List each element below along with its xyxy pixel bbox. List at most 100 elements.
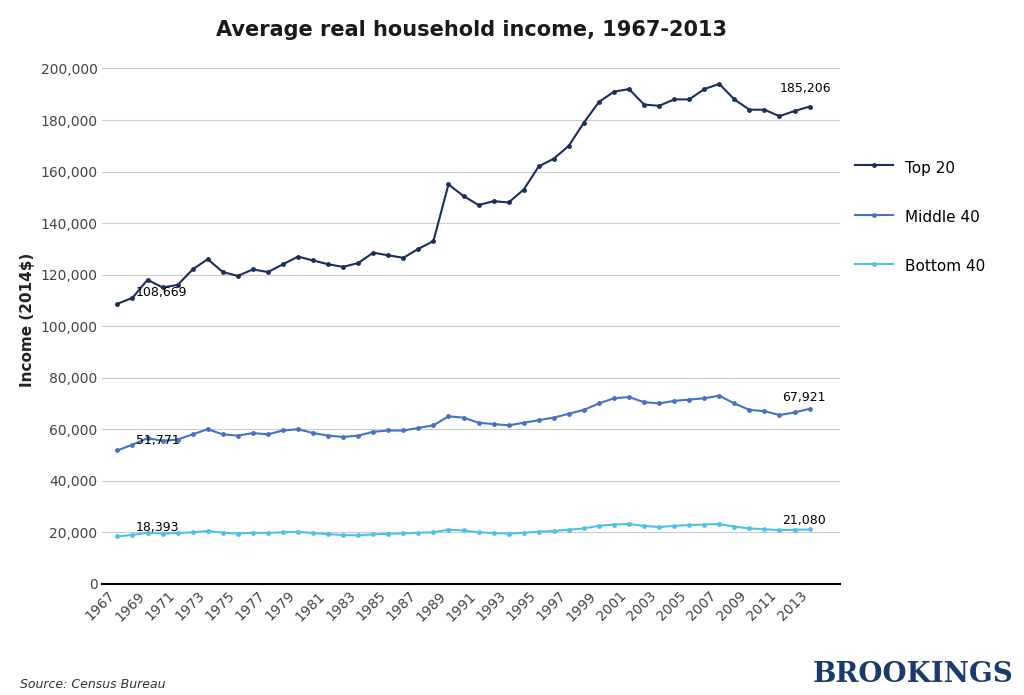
Middle 40 bbox=[578, 406, 590, 414]
Middle 40 bbox=[352, 432, 365, 440]
Middle 40 bbox=[367, 427, 379, 436]
Text: 185,206: 185,206 bbox=[779, 82, 831, 95]
Middle 40 bbox=[141, 434, 154, 443]
Bottom 40 bbox=[698, 521, 711, 529]
Top 20 bbox=[728, 95, 740, 104]
Middle 40 bbox=[171, 435, 183, 443]
Bottom 40 bbox=[276, 528, 289, 537]
Middle 40 bbox=[638, 398, 650, 407]
Bottom 40 bbox=[126, 531, 138, 539]
Top 20 bbox=[231, 272, 244, 280]
Top 20 bbox=[713, 80, 725, 88]
Bottom 40 bbox=[352, 531, 365, 539]
Line: Top 20: Top 20 bbox=[115, 81, 812, 306]
Line: Bottom 40: Bottom 40 bbox=[115, 521, 812, 539]
Bottom 40 bbox=[623, 520, 635, 528]
Top 20 bbox=[623, 85, 635, 93]
Text: 18,393: 18,393 bbox=[135, 521, 179, 534]
Top 20 bbox=[292, 252, 304, 261]
Bottom 40 bbox=[397, 529, 410, 537]
Bottom 40 bbox=[773, 526, 785, 534]
Bottom 40 bbox=[171, 529, 183, 537]
Top 20 bbox=[112, 300, 124, 308]
Text: BROOKINGS: BROOKINGS bbox=[813, 661, 1014, 688]
Top 20 bbox=[157, 284, 169, 292]
Bottom 40 bbox=[247, 529, 259, 537]
Bottom 40 bbox=[217, 529, 229, 537]
Top 20 bbox=[141, 276, 154, 284]
Bottom 40 bbox=[517, 529, 529, 537]
Top 20 bbox=[743, 106, 756, 114]
Bottom 40 bbox=[668, 522, 680, 530]
Middle 40 bbox=[698, 394, 711, 402]
Middle 40 bbox=[442, 412, 455, 420]
Top 20 bbox=[788, 107, 801, 115]
Y-axis label: Income (2014$): Income (2014$) bbox=[19, 252, 35, 387]
Bottom 40 bbox=[231, 530, 244, 538]
Top 20 bbox=[427, 237, 439, 245]
Middle 40 bbox=[186, 430, 199, 439]
Middle 40 bbox=[487, 420, 500, 428]
Middle 40 bbox=[276, 426, 289, 434]
Middle 40 bbox=[743, 406, 756, 414]
Top 20 bbox=[563, 142, 575, 150]
Middle 40 bbox=[157, 436, 169, 445]
Top 20 bbox=[413, 245, 425, 253]
Middle 40 bbox=[548, 414, 560, 422]
Top 20 bbox=[171, 281, 183, 289]
Bottom 40 bbox=[367, 530, 379, 539]
Line: Middle 40: Middle 40 bbox=[115, 393, 812, 453]
Top 20 bbox=[638, 100, 650, 108]
Middle 40 bbox=[322, 432, 334, 440]
Middle 40 bbox=[472, 418, 484, 427]
Top 20 bbox=[517, 186, 529, 194]
Top 20 bbox=[458, 192, 470, 200]
Middle 40 bbox=[382, 426, 394, 434]
Top 20 bbox=[759, 106, 771, 114]
Bottom 40 bbox=[157, 530, 169, 538]
Top 20 bbox=[773, 112, 785, 120]
Bottom 40 bbox=[638, 522, 650, 530]
Middle 40 bbox=[728, 399, 740, 407]
Middle 40 bbox=[231, 432, 244, 440]
Middle 40 bbox=[217, 430, 229, 439]
Top 20 bbox=[126, 293, 138, 302]
Middle 40 bbox=[668, 397, 680, 405]
Bottom 40 bbox=[743, 524, 756, 532]
Top 20 bbox=[698, 85, 711, 93]
Bottom 40 bbox=[563, 525, 575, 534]
Top 20 bbox=[276, 260, 289, 268]
Middle 40 bbox=[337, 433, 349, 441]
Bottom 40 bbox=[788, 525, 801, 534]
Text: 21,080: 21,080 bbox=[782, 514, 826, 527]
Middle 40 bbox=[788, 408, 801, 416]
Middle 40 bbox=[247, 429, 259, 437]
Top 20 bbox=[337, 263, 349, 271]
Top 20 bbox=[367, 249, 379, 257]
Top 20 bbox=[608, 88, 621, 96]
Top 20 bbox=[548, 154, 560, 163]
Top 20 bbox=[653, 101, 666, 110]
Bottom 40 bbox=[503, 530, 515, 538]
Top 20 bbox=[472, 201, 484, 209]
Bottom 40 bbox=[608, 521, 621, 529]
Middle 40 bbox=[683, 395, 695, 404]
Bottom 40 bbox=[759, 525, 771, 533]
Bottom 40 bbox=[442, 525, 455, 534]
Top 20 bbox=[397, 254, 410, 262]
Bottom 40 bbox=[262, 529, 274, 537]
Middle 40 bbox=[563, 409, 575, 418]
Middle 40 bbox=[397, 426, 410, 434]
Middle 40 bbox=[413, 424, 425, 432]
Middle 40 bbox=[804, 404, 816, 413]
Bottom 40 bbox=[322, 530, 334, 538]
Legend: Top 20, Middle 40, Bottom 40: Top 20, Middle 40, Bottom 40 bbox=[855, 158, 985, 275]
Top 20 bbox=[578, 118, 590, 126]
Title: Average real household income, 1967-2013: Average real household income, 1967-2013 bbox=[215, 20, 727, 40]
Bottom 40 bbox=[593, 522, 605, 530]
Top 20 bbox=[442, 180, 455, 188]
Middle 40 bbox=[517, 418, 529, 427]
Top 20 bbox=[593, 98, 605, 106]
Top 20 bbox=[217, 268, 229, 276]
Top 20 bbox=[668, 95, 680, 104]
